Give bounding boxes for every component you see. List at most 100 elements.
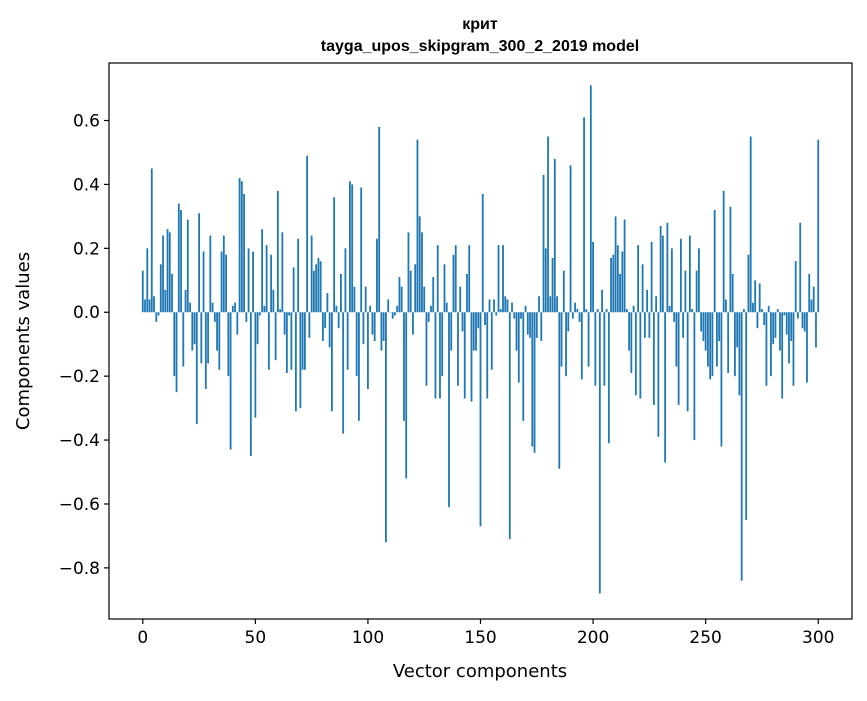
bar [187, 220, 189, 313]
bar [648, 312, 650, 338]
bar [752, 303, 754, 313]
bar [691, 309, 693, 312]
bar [200, 312, 202, 363]
bar [680, 239, 682, 312]
bar [230, 312, 232, 449]
bar [687, 312, 689, 411]
bar [441, 312, 443, 376]
bar [338, 312, 340, 328]
bar [207, 312, 209, 363]
bar [482, 194, 484, 312]
bar [612, 255, 614, 313]
bar [205, 312, 207, 389]
bar [158, 312, 160, 315]
bar [142, 271, 144, 313]
bar [709, 312, 711, 379]
bar [633, 306, 635, 312]
bar [295, 312, 297, 411]
bar [743, 309, 745, 312]
bar [306, 156, 308, 313]
bar [354, 287, 356, 313]
bar [446, 303, 448, 313]
bar [552, 258, 554, 312]
bar [484, 312, 486, 325]
bar [772, 312, 774, 344]
bar [520, 312, 522, 318]
bar [817, 140, 819, 313]
bar [522, 312, 524, 421]
bar [182, 312, 184, 366]
bar [509, 312, 511, 539]
bar [684, 271, 686, 313]
bar [376, 239, 378, 312]
bar [486, 312, 488, 398]
y-tick-label: 0.2 [73, 239, 100, 259]
bar [245, 312, 247, 322]
bar [432, 277, 434, 312]
bar [498, 245, 500, 312]
bar [628, 312, 630, 350]
bar [252, 252, 254, 313]
bar [311, 236, 313, 313]
x-tick-label: 250 [689, 628, 721, 648]
bar [662, 236, 664, 313]
bar [795, 261, 797, 312]
bar [428, 312, 430, 322]
bar [297, 239, 299, 312]
bar [804, 312, 806, 331]
bar [471, 312, 473, 401]
bar [367, 312, 369, 389]
bar [279, 309, 281, 312]
bar [412, 312, 414, 334]
chart-title-line-1: крит [462, 16, 498, 33]
bar [543, 175, 545, 312]
bar [317, 258, 319, 312]
bar [167, 229, 169, 312]
bar [349, 181, 351, 312]
bar [741, 312, 743, 580]
bar [320, 261, 322, 312]
bar [408, 232, 410, 312]
bar [597, 309, 599, 312]
bar [558, 312, 560, 469]
bar [383, 312, 385, 341]
bar [263, 306, 265, 312]
bar [716, 312, 718, 366]
bar [214, 312, 216, 322]
bar [588, 312, 590, 366]
bar [403, 312, 405, 421]
bar [642, 264, 644, 312]
bar [491, 312, 493, 370]
bar [646, 290, 648, 312]
bar [601, 290, 603, 312]
bar [621, 252, 623, 313]
bar [527, 312, 529, 334]
bar [464, 312, 466, 398]
bar [196, 312, 198, 424]
y-tick-label: −0.2 [59, 367, 100, 387]
bar [567, 312, 569, 331]
bar [666, 223, 668, 312]
bar [336, 306, 338, 312]
bar [675, 312, 677, 366]
bar [372, 312, 374, 334]
bar [257, 312, 259, 344]
bar [599, 312, 601, 593]
x-tick-label: 100 [352, 628, 384, 648]
bar [232, 306, 234, 312]
bar [340, 274, 342, 312]
bar [574, 303, 576, 313]
bar [435, 312, 437, 398]
y-tick-label: 0.0 [73, 303, 100, 323]
bar [444, 264, 446, 312]
bar [565, 312, 567, 376]
bar [802, 312, 804, 328]
bar [793, 312, 795, 385]
bar [270, 255, 272, 313]
bar [426, 312, 428, 385]
bar [239, 178, 241, 312]
bar [308, 312, 310, 338]
bar [275, 312, 277, 360]
bar [815, 312, 817, 347]
bar [243, 194, 245, 312]
